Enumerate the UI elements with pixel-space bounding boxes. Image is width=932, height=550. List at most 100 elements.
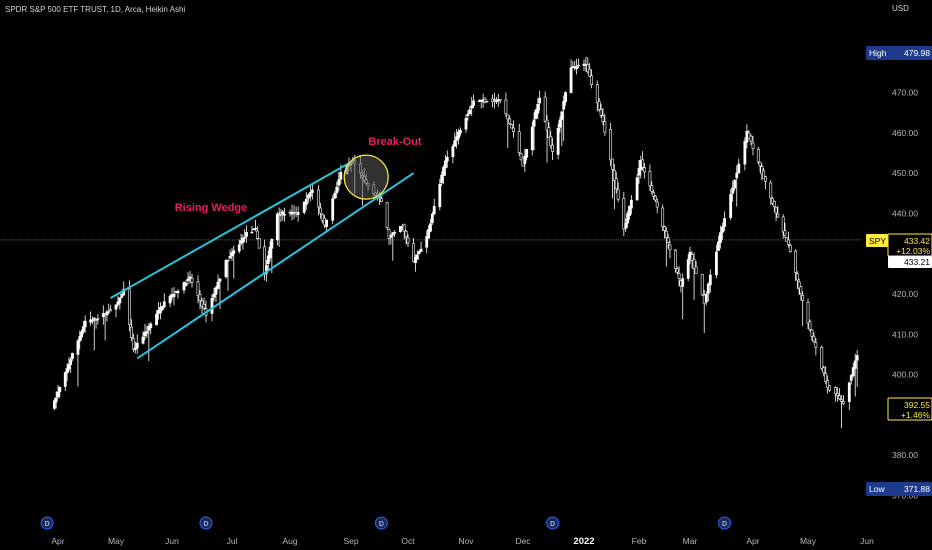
candle-body [551, 144, 554, 152]
candle-body [149, 323, 153, 329]
candle-body [666, 237, 670, 243]
high-badge [866, 46, 932, 60]
candle-body [228, 256, 232, 259]
candle-body [464, 117, 468, 130]
candle-body [200, 300, 204, 307]
candle-body [758, 161, 762, 167]
high-label: High [869, 48, 887, 58]
candle-body [176, 291, 180, 294]
candle-body [731, 187, 735, 194]
candle-body [265, 265, 268, 274]
candle-body [52, 400, 56, 409]
x-axis: Apr May Jun Jul Aug Sep Oct Nov Dec 2022 Feb Mar Apr… [51, 536, 874, 547]
candle-body [470, 105, 474, 109]
candle-body [836, 392, 839, 396]
candle-body [337, 179, 341, 186]
candle-body [308, 192, 312, 197]
candle-body [184, 283, 188, 286]
candle-body [694, 266, 698, 274]
candle-body [63, 372, 67, 387]
candle-body [429, 223, 432, 232]
candle-body [675, 268, 679, 273]
candle-body [799, 286, 803, 294]
x-tick-label: Jun [860, 536, 874, 546]
candle-body [717, 241, 720, 251]
candle-body [483, 98, 487, 103]
candle-body [120, 293, 124, 298]
candle-body [241, 237, 245, 243]
dividend-marker-label: D [379, 521, 384, 528]
candle-body [91, 319, 94, 322]
candle-body [575, 66, 579, 69]
candle-body [597, 101, 601, 110]
x-tick-label: May [800, 536, 817, 546]
candle-body [172, 293, 176, 297]
candle-body [690, 254, 694, 261]
y-tick-label: 450.00 [892, 168, 918, 178]
candle-body [841, 401, 845, 405]
candle-body [588, 69, 592, 77]
candle-body [438, 183, 442, 208]
candle-body [453, 140, 457, 147]
candle-body [797, 281, 801, 290]
candle-body [96, 318, 100, 320]
candle-body [530, 126, 534, 151]
candle-body [772, 201, 776, 207]
candle-body [612, 169, 616, 181]
candle-body [283, 214, 286, 216]
candle-body [268, 246, 272, 259]
candle-body [118, 297, 122, 304]
candle-body [704, 293, 708, 303]
candle-body [534, 109, 538, 120]
candle-body [851, 367, 855, 377]
candle-body [855, 355, 859, 361]
candle-body [564, 92, 567, 103]
candle-body [160, 306, 164, 311]
spy-symbol: SPY [869, 236, 886, 246]
candle-body [834, 387, 837, 395]
candle-body [275, 213, 279, 241]
candle-body [652, 192, 655, 197]
y-tick-label: 380.00 [892, 450, 918, 460]
candle-body [788, 245, 792, 252]
candle-body [828, 385, 832, 391]
candle-body [485, 100, 489, 103]
candle-body [840, 399, 843, 402]
candle-body [250, 231, 254, 234]
wedge-trendline [110, 160, 354, 299]
candle-body [54, 397, 58, 403]
candle-body [824, 373, 828, 382]
candle-body [650, 185, 654, 192]
x-tick-label: Jun [165, 536, 179, 546]
candle-body [266, 255, 270, 265]
last-price: 392.55 [904, 400, 930, 410]
candle-body [512, 127, 515, 133]
candle-body [56, 391, 60, 398]
candle-body [498, 99, 502, 101]
candle-body [466, 113, 470, 116]
candle-body [417, 251, 421, 255]
candle-body [493, 98, 496, 101]
candle-body [637, 168, 641, 176]
y-tick-label: 440.00 [892, 208, 918, 218]
x-tick-label: Mar [683, 536, 698, 546]
candle-body [331, 198, 335, 221]
candle-body [677, 273, 681, 279]
candle-body [232, 250, 236, 254]
y-tick-label: 420.00 [892, 289, 918, 299]
candle-body [624, 222, 628, 229]
candle-body [190, 277, 194, 283]
candle-body [601, 115, 605, 122]
chart-title: SPDR S&P 500 ETF TRUST, 1D, Arca, Heikin… [5, 5, 186, 14]
x-tick-label: Sep [343, 536, 358, 546]
dividend-marker [199, 516, 213, 530]
x-tick-label: May [108, 536, 125, 546]
candle-body [562, 101, 566, 110]
candle-body [523, 155, 527, 164]
candle-body [58, 386, 62, 393]
candle-body [756, 148, 760, 163]
candle-body [80, 331, 83, 338]
candle-body [425, 236, 429, 248]
